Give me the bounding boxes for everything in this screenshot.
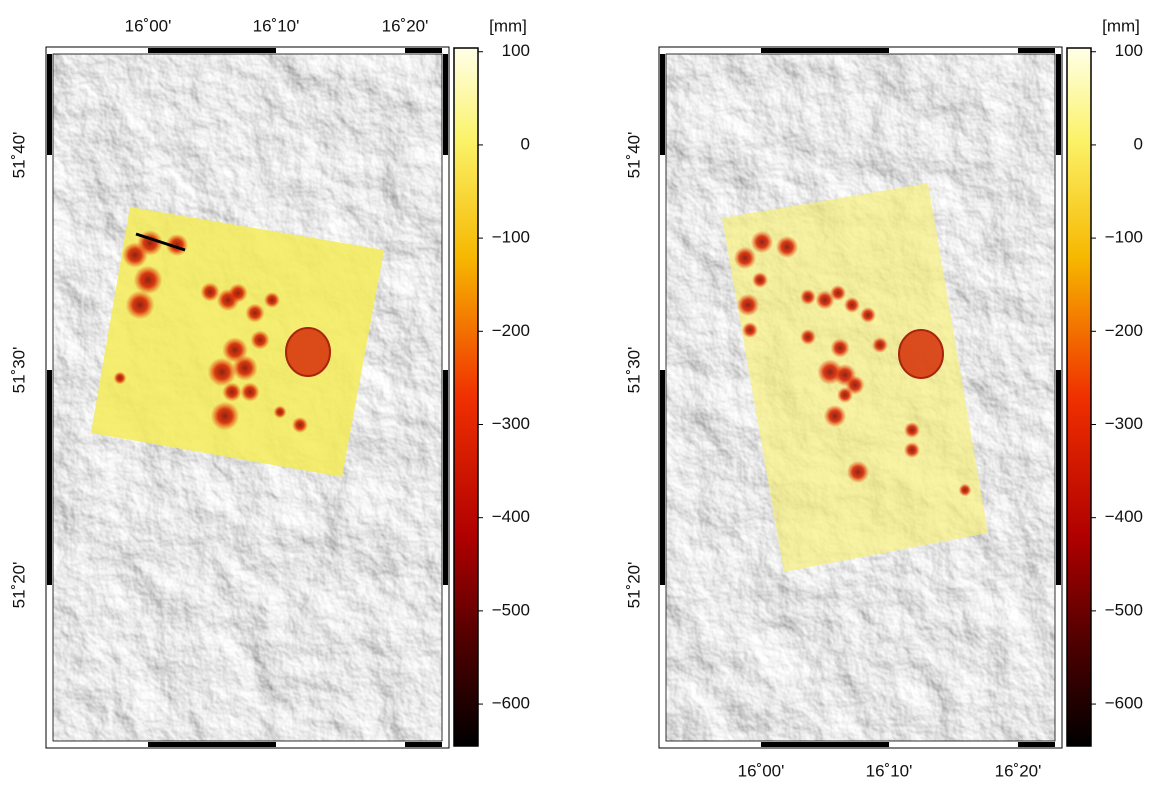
- colorbar-unit: [mm]: [1102, 16, 1140, 35]
- colorbar-unit: [mm]: [489, 16, 527, 35]
- frame-bar: [47, 370, 52, 585]
- subsidence-spot: [228, 283, 247, 302]
- subsidence-spot: [734, 247, 756, 269]
- colorbar-tick-label: −600: [1105, 694, 1143, 713]
- subsidence-spot: [752, 272, 768, 288]
- frame-bar: [660, 54, 665, 155]
- frame-bar: [405, 742, 442, 747]
- lat-label: 51˚30': [9, 347, 28, 394]
- lon-label: 16˚00': [125, 16, 172, 35]
- subsidence-basin: [899, 330, 943, 378]
- lon-label: 16˚20': [995, 761, 1042, 780]
- subsidence-spot: [800, 289, 816, 305]
- subsidence-spot: [800, 329, 816, 345]
- subsidence-spot: [847, 461, 869, 483]
- subsidence-spot: [959, 484, 972, 497]
- page: 16˚00' 16˚10' 16˚20' 51˚40' 51˚30' 51˚20' [mm]…: [0, 0, 1154, 787]
- colorbar-tick-label: −400: [492, 507, 530, 526]
- frame-bar: [443, 54, 448, 155]
- frame-bar: [148, 742, 276, 747]
- colorbar-tick-label: −100: [492, 228, 530, 247]
- frame-bar: [1018, 742, 1055, 747]
- lat-label: 51˚40': [624, 132, 643, 179]
- colorbar: [454, 48, 478, 746]
- subsidence-spot: [904, 422, 920, 438]
- subsidence-spot: [844, 297, 860, 313]
- colorbar-tick-label: 100: [1115, 41, 1143, 60]
- colorbar-tick-label: −400: [1105, 507, 1143, 526]
- subsidence-spot: [208, 358, 237, 387]
- subsidence-spot: [751, 231, 773, 253]
- colorbar-tick-label: 0: [521, 134, 530, 153]
- subsidence-basin: [286, 328, 330, 376]
- subsidence-spot: [737, 294, 759, 316]
- colorbar-tick-label: −600: [492, 694, 530, 713]
- subsidence-spot: [134, 266, 163, 295]
- subsidence-spot: [240, 382, 259, 401]
- frame-bar: [148, 48, 276, 53]
- subsidence-spot: [232, 355, 258, 381]
- lon-label: 16˚00': [738, 761, 785, 780]
- colorbar-tick-label: −200: [492, 321, 530, 340]
- subsidence-spot: [776, 236, 798, 258]
- subsidence-spot: [245, 303, 264, 322]
- subsidence-spot: [126, 291, 155, 320]
- colorbar-tick-label: −300: [492, 414, 530, 433]
- subsidence-spot: [904, 442, 920, 458]
- frame-bar: [761, 48, 889, 53]
- lat-label: 51˚40': [9, 132, 28, 179]
- colorbar-tick-label: −100: [1105, 228, 1143, 247]
- lon-label: 16˚10': [866, 761, 913, 780]
- subsidence-spot: [211, 402, 240, 431]
- map-panel: 16˚00' 16˚10' 16˚20' 51˚40' 51˚30' 51˚20' [mm]…: [624, 16, 1143, 780]
- colorbar-tick-label: −500: [1105, 600, 1143, 619]
- frame-bar: [405, 48, 442, 53]
- subsidence-spot: [830, 285, 846, 301]
- frame-bar: [47, 54, 52, 155]
- subsidence-spot: [114, 372, 127, 385]
- subsidence-spot: [292, 417, 308, 433]
- subsidence-spot: [250, 330, 269, 349]
- subsidence-spot: [860, 307, 876, 323]
- lon-label: 16˚20': [382, 16, 429, 35]
- subsidence-spot: [742, 322, 758, 338]
- subsidence-spot: [274, 406, 287, 419]
- lat-label: 51˚30': [624, 347, 643, 394]
- frame-bar: [1018, 48, 1055, 53]
- lat-label: 51˚20': [9, 562, 28, 609]
- subsidence-spot: [837, 387, 853, 403]
- subsidence-spot: [872, 337, 888, 353]
- frame-bar: [1056, 54, 1061, 155]
- lat-label: 51˚20': [624, 562, 643, 609]
- frame-bar: [660, 370, 665, 585]
- subsidence-spot: [830, 338, 849, 357]
- figure: 16˚00' 16˚10' 16˚20' 51˚40' 51˚30' 51˚20' [mm]…: [0, 0, 1154, 787]
- colorbar-tick-label: −300: [1105, 414, 1143, 433]
- colorbar-tick-label: −200: [1105, 321, 1143, 340]
- frame-bar: [1056, 370, 1061, 585]
- colorbar-tick-label: 0: [1134, 134, 1143, 153]
- frame-bar: [443, 370, 448, 585]
- subsidence-spot: [200, 282, 219, 301]
- colorbar-tick-label: −500: [492, 600, 530, 619]
- subsidence-spot: [264, 292, 280, 308]
- subsidence-spot: [824, 405, 846, 427]
- lon-label: 16˚10': [253, 16, 300, 35]
- colorbar: [1067, 48, 1091, 746]
- subsidence-spot: [222, 382, 241, 401]
- colorbar-tick-label: 100: [502, 41, 530, 60]
- map-panel: 16˚00' 16˚10' 16˚20' 51˚40' 51˚30' 51˚20' [mm]…: [9, 16, 530, 748]
- frame-bar: [761, 742, 889, 747]
